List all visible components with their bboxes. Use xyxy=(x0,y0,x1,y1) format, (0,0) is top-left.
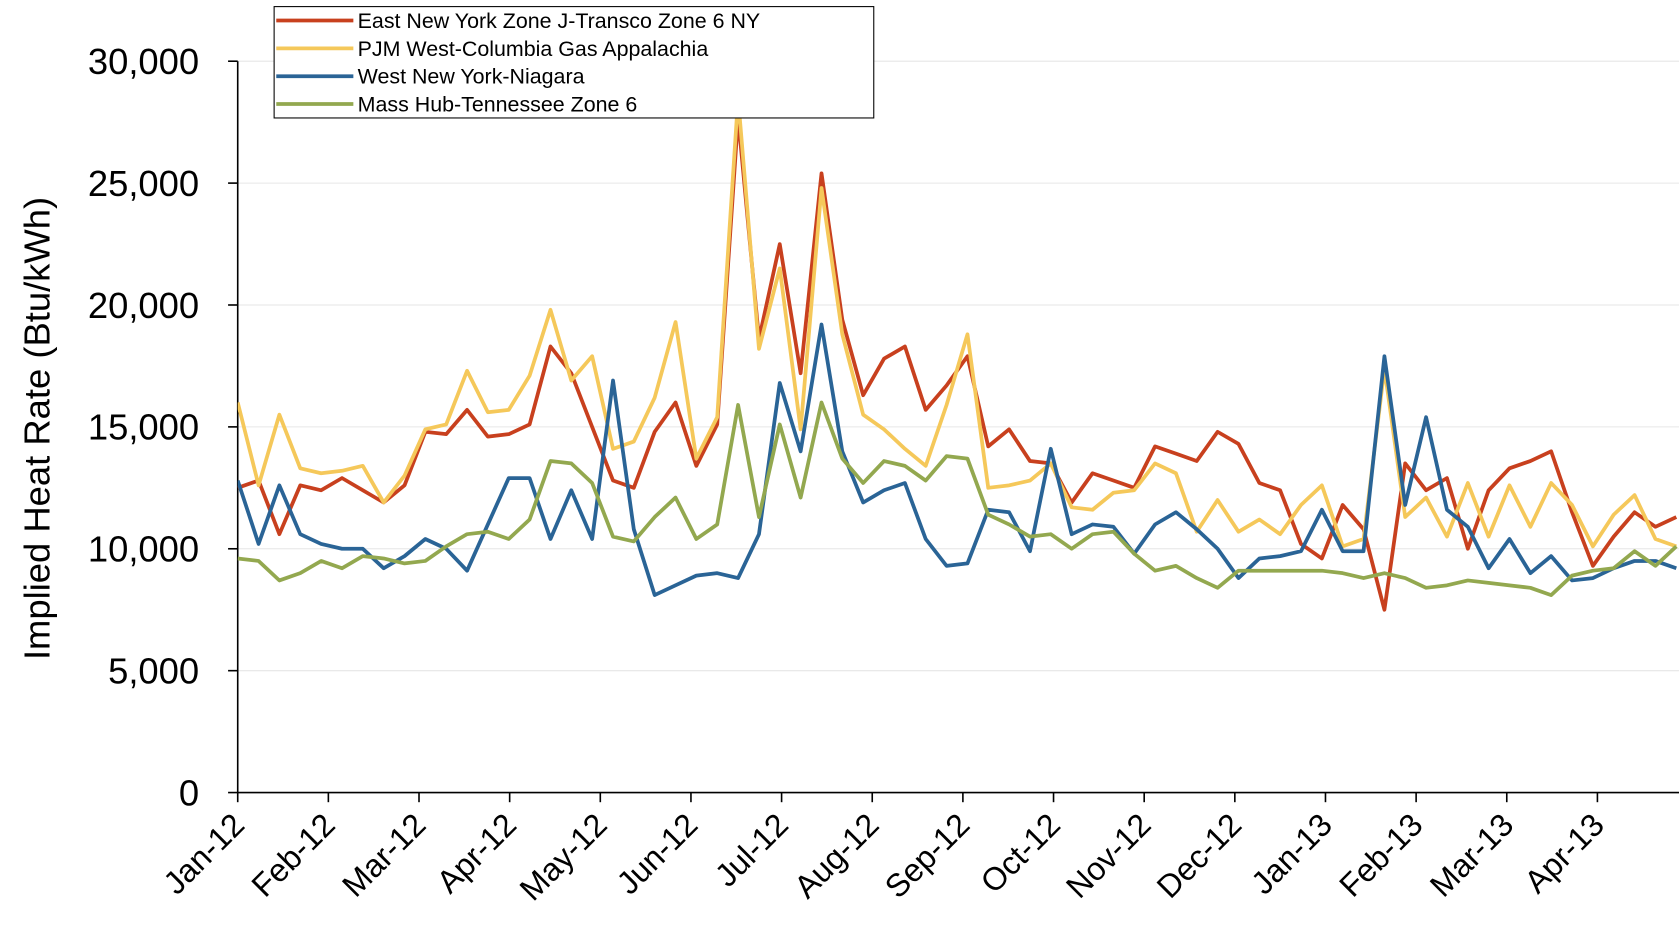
legend-box xyxy=(273,6,875,119)
series-line xyxy=(237,322,1677,597)
x-tick-label: Apr-13 xyxy=(1517,806,1611,900)
y-tick-label: 0 xyxy=(179,772,199,813)
x-tick-label: Feb-12 xyxy=(244,806,341,903)
x-tick-label: Dec-12 xyxy=(1150,806,1249,905)
x-tick-label: Oct-12 xyxy=(973,806,1067,900)
x-tick-label: Mar-13 xyxy=(1423,806,1520,903)
x-tick-label: Feb-13 xyxy=(1332,806,1429,903)
legend-label: PJM West-Columbia Gas Appalachia xyxy=(358,37,709,61)
x-tick-label: Aug-12 xyxy=(787,806,886,905)
y-tick-label: 15,000 xyxy=(88,407,199,448)
y-tick-label: 20,000 xyxy=(88,285,199,326)
x-tick-label: Sep-12 xyxy=(878,806,977,905)
x-tick-label: Jan-12 xyxy=(156,806,251,901)
x-tick-label: Jun-12 xyxy=(610,806,705,901)
y-axis-label: Implied Heat Rate (Btu/kWh) xyxy=(16,197,57,660)
legend-label: West New York-Niagara xyxy=(358,65,585,89)
x-tick-label: May-12 xyxy=(513,806,614,907)
y-tick-label: 30,000 xyxy=(88,41,199,82)
y-tick-label: 5,000 xyxy=(108,651,199,692)
series-line xyxy=(237,400,1678,597)
x-tick-label: Apr-12 xyxy=(430,806,524,900)
legend-label: East New York Zone J-Transco Zone 6 NY xyxy=(358,9,761,33)
x-tick-label: Nov-12 xyxy=(1059,806,1158,905)
series-line xyxy=(237,95,1677,549)
legend-label: Mass Hub-Tennessee Zone 6 xyxy=(358,93,638,117)
x-tick-label: Jul-12 xyxy=(708,806,795,893)
plot-lines xyxy=(237,95,1678,612)
y-tick-label: 25,000 xyxy=(88,163,199,204)
y-tick-label: 10,000 xyxy=(88,529,199,570)
x-tick-label: Jan-13 xyxy=(1244,806,1339,901)
x-tick-label: Mar-12 xyxy=(335,806,432,903)
